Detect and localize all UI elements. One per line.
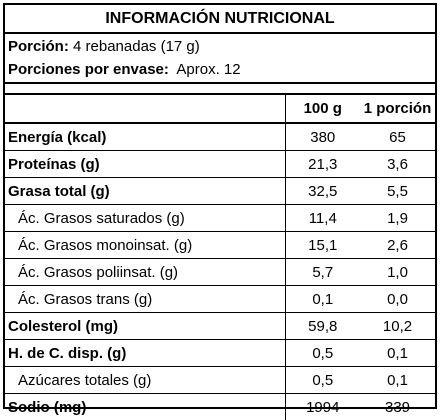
nutrient-name: Grasa total (g) bbox=[5, 178, 285, 205]
section-divider bbox=[5, 84, 435, 95]
value-per-100g: 1994 bbox=[285, 394, 360, 420]
value-per-portion: 0,1 bbox=[360, 367, 435, 394]
value-per-portion: 0,1 bbox=[360, 340, 435, 367]
nutrient-name: Ác. Grasos poliinsat. (g) bbox=[5, 259, 285, 286]
portion-label: Porción: bbox=[8, 38, 69, 55]
value-per-100g: 0,1 bbox=[285, 286, 360, 313]
nutrient-name: H. de C. disp. (g) bbox=[5, 340, 285, 367]
header-per-100g: 100 g bbox=[285, 95, 360, 123]
value-per-100g: 32,5 bbox=[285, 178, 360, 205]
header-nutrient bbox=[5, 95, 285, 123]
servings-per-container-label: Porciones por envase: bbox=[8, 61, 169, 78]
table-header-row: 100 g 1 porción bbox=[5, 95, 435, 123]
value-per-portion: 65 bbox=[360, 123, 435, 151]
value-per-portion: 1,0 bbox=[360, 259, 435, 286]
servings-per-container-line: Porciones por envase: Aprox. 12 bbox=[8, 58, 435, 81]
nutrient-name: Azúcares totales (g) bbox=[5, 367, 285, 394]
value-per-100g: 0,5 bbox=[285, 367, 360, 394]
portion-value: 4 rebanadas (17 g) bbox=[69, 38, 200, 55]
value-per-portion: 3,6 bbox=[360, 151, 435, 178]
nutrient-name: Ác. Grasos saturados (g) bbox=[5, 205, 285, 232]
nutrient-name: Proteínas (g) bbox=[5, 151, 285, 178]
label-title: INFORMACIÓN NUTRICIONAL bbox=[5, 5, 435, 34]
value-per-100g: 15,1 bbox=[285, 232, 360, 259]
nutrient-name: Colesterol (mg) bbox=[5, 313, 285, 340]
value-per-100g: 59,8 bbox=[285, 313, 360, 340]
nutrient-name: Ác. Grasos trans (g) bbox=[5, 286, 285, 313]
nutrient-name: Energía (kcal) bbox=[5, 123, 285, 151]
value-per-portion: 10,2 bbox=[360, 313, 435, 340]
value-per-portion: 5,5 bbox=[360, 178, 435, 205]
value-per-100g: 0,5 bbox=[285, 340, 360, 367]
portion-line: Porción: 4 rebanadas (17 g) bbox=[8, 34, 435, 58]
value-per-100g: 380 bbox=[285, 123, 360, 151]
value-per-portion: 2,6 bbox=[360, 232, 435, 259]
value-per-100g: 21,3 bbox=[285, 151, 360, 178]
value-per-100g: 11,4 bbox=[285, 205, 360, 232]
value-per-100g: 5,7 bbox=[285, 259, 360, 286]
nutrient-name: Sodio (mg) bbox=[5, 394, 285, 420]
nutrient-name: Ác. Grasos monoinsat. (g) bbox=[5, 232, 285, 259]
value-per-portion: 1,9 bbox=[360, 205, 435, 232]
header-per-portion: 1 porción bbox=[360, 95, 435, 123]
serving-info: Porción: 4 rebanadas (17 g) Porciones po… bbox=[5, 34, 435, 84]
servings-per-container-value: Aprox. 12 bbox=[169, 61, 241, 78]
value-per-portion: 339 bbox=[360, 394, 435, 420]
nutrition-facts-label: INFORMACIÓN NUTRICIONAL Porción: 4 reban… bbox=[3, 3, 437, 409]
value-per-portion: 0,0 bbox=[360, 286, 435, 313]
